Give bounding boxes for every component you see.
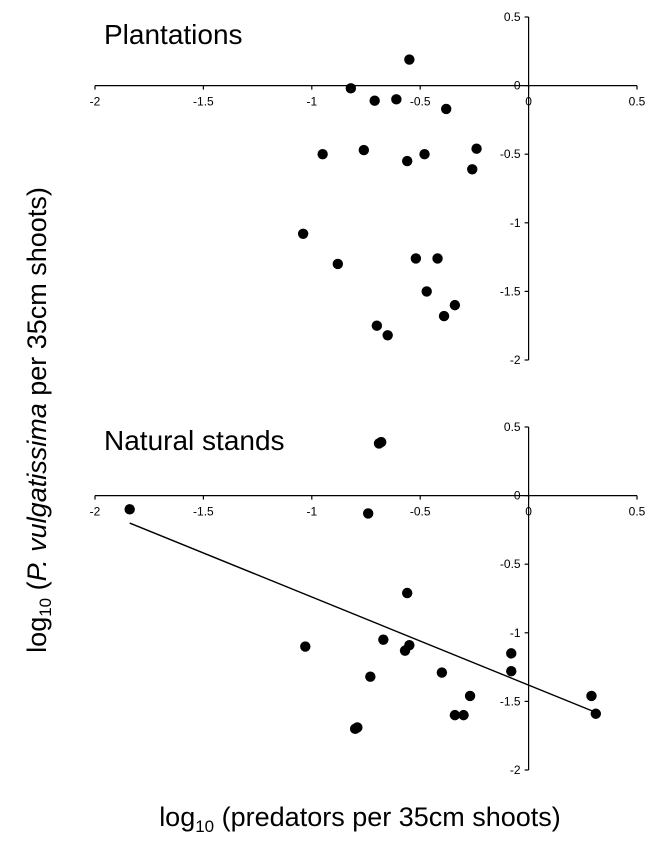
y-tick-label: -1 (510, 626, 521, 640)
x-tick-label: -2 (90, 505, 101, 519)
data-points (124, 436, 602, 735)
data-point (382, 330, 393, 341)
y-tick-label: 0.5 (504, 10, 521, 24)
axes (94, 16, 638, 361)
y-tick-label: -1.5 (500, 284, 521, 298)
data-point (378, 634, 389, 645)
data-point (458, 709, 469, 721)
x-tick-label: -0.5 (410, 95, 431, 109)
x-tick-label: -1.5 (193, 505, 214, 519)
data-points (297, 54, 482, 341)
data-point (365, 671, 376, 682)
data-point (464, 690, 476, 702)
data-point (506, 648, 517, 659)
data-point (449, 299, 461, 311)
fit-line (129, 522, 597, 714)
data-point (438, 310, 450, 322)
data-point (300, 641, 311, 652)
data-point (371, 320, 383, 331)
y-tick-labels: 0.50-0.5-1-1.5-2 (500, 420, 521, 777)
regression-line (129, 522, 597, 714)
x-tick-label: -1 (306, 505, 317, 519)
data-point (399, 645, 411, 656)
y-tick-label: -1.5 (500, 694, 521, 708)
y-tick-label: -2 (510, 353, 521, 367)
y-tick-labels: 0.50-0.5-1-1.5-2 (500, 10, 521, 367)
plantations-title: Plantations (104, 19, 243, 50)
data-point (401, 587, 413, 599)
data-point (391, 94, 402, 105)
data-point (124, 504, 135, 515)
x-tick-label: -0.5 (410, 505, 431, 519)
x-tick-label: 0.5 (629, 505, 646, 519)
data-point (410, 253, 422, 264)
data-point (404, 54, 415, 65)
x-tick-label: -2 (90, 95, 101, 109)
data-point (369, 95, 380, 106)
y-tick-label: -0.5 (500, 557, 521, 571)
data-point (419, 149, 430, 160)
data-point (471, 143, 482, 154)
natural-stands-panel: Natural stands -2 -1.5 -1 -0.5 0 0.5 0.50-0.5… (90, 420, 646, 777)
x-tick-label: -1 (306, 95, 317, 109)
data-point (332, 258, 344, 270)
y-tick-label: -2 (510, 763, 521, 777)
data-point (297, 228, 309, 239)
x-tick-label: 0.5 (629, 95, 646, 109)
y-axis-label: log10 (P. vulgatissima per 35cm shoots) (22, 187, 55, 653)
x-axis-label: log10 (predators per 35cm shoots) (159, 802, 561, 836)
data-point (375, 436, 387, 448)
data-point (345, 83, 357, 94)
x-tick-label: -1.5 (193, 95, 214, 109)
data-point (449, 709, 461, 721)
data-point (362, 508, 374, 519)
y-tick-label: -1 (510, 216, 521, 230)
data-point (441, 103, 452, 115)
data-point (586, 690, 597, 702)
data-point (317, 149, 328, 160)
data-point (352, 722, 363, 733)
data-point (358, 144, 370, 156)
data-point (506, 666, 517, 677)
y-tick-label: -0.5 (500, 147, 521, 161)
data-point (467, 164, 478, 175)
data-point (590, 708, 602, 719)
x-tick-labels: -2 -1.5 -1 -0.5 0 0.5 (90, 95, 646, 109)
axes (94, 426, 638, 771)
data-point (421, 286, 432, 297)
data-point (401, 155, 413, 167)
natural-stands-title: Natural stands (104, 425, 285, 456)
plantations-panel: Plantations -2 -1.5 -1 -0.5 0 0.5 0.50-0.5-1-… (90, 10, 646, 367)
y-tick-label: 0.5 (504, 420, 521, 434)
data-point (432, 253, 443, 264)
data-point (436, 667, 448, 678)
